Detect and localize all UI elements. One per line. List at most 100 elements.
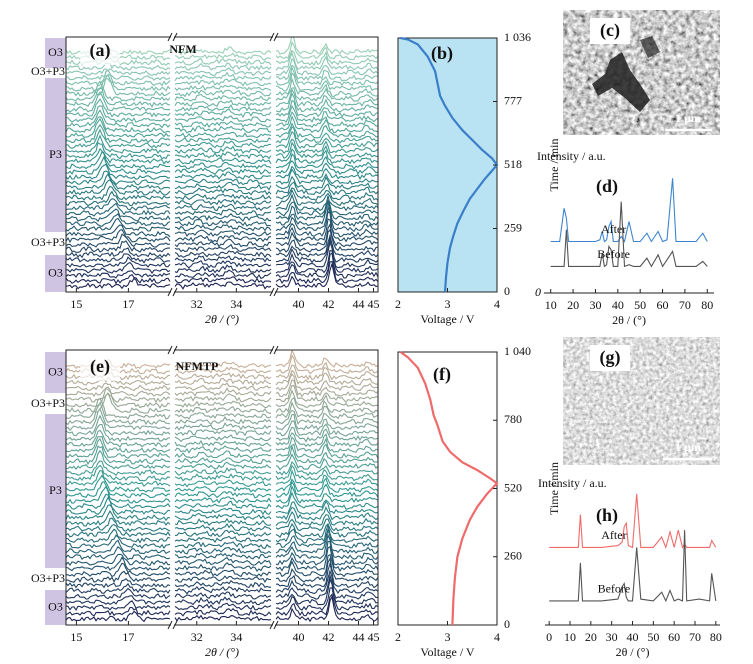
xrd-trace: [174, 151, 272, 160]
xrd-trace: [275, 37, 378, 56]
xrd-trace: [275, 484, 378, 504]
xrd-trace: [174, 405, 272, 414]
xrd-trace: [276, 153, 378, 170]
panel-label: (a): [90, 40, 111, 61]
xrd-trace: [275, 51, 378, 71]
line: [400, 36, 499, 293]
xrd-trace: [66, 595, 171, 606]
xrd-trace: [174, 219, 272, 227]
xrd-trace: [66, 150, 171, 170]
x-tick-label: 42: [323, 297, 335, 311]
xrd-trace: [66, 233, 171, 248]
phase-label: O3+P3: [31, 396, 65, 410]
xrd-trace: [174, 259, 272, 269]
xrd-trace: [276, 187, 378, 202]
xrd-trace: [66, 274, 171, 285]
xrd-trace: [174, 255, 272, 263]
xrd-trace: [275, 210, 378, 238]
xrd-trace: [174, 234, 272, 243]
xrd-trace: [66, 163, 171, 180]
xrd-trace: [275, 573, 378, 600]
xrd-trace: [275, 461, 378, 477]
spectrum-line: [549, 493, 717, 550]
xrd-trace: [174, 269, 272, 280]
xrd-trace: [275, 453, 378, 471]
xrd-trace: [174, 78, 272, 87]
x-tick-label: 20: [585, 630, 597, 644]
xrd-trace: [275, 148, 378, 165]
xrd-trace: [275, 594, 378, 623]
phase-box: [45, 78, 66, 232]
xrd-trace: [174, 541, 272, 550]
x-axis-title: 2θ / (°): [205, 312, 239, 326]
panel-title: NFMTP: [176, 359, 219, 373]
xrd-trace: [174, 366, 272, 375]
x-tick-label: 44: [353, 630, 365, 644]
xrd-trace: [174, 400, 272, 409]
xrd-trace: [174, 608, 272, 617]
xrd-trace: [276, 561, 378, 589]
xrd-trace: [174, 62, 272, 72]
xrd-trace: [174, 115, 272, 123]
xrd-trace: [174, 412, 272, 420]
xrd-trace: [174, 546, 272, 555]
xrd-trace: [174, 46, 272, 56]
xrd-trace: [174, 181, 272, 191]
xrd-trace: [66, 98, 171, 118]
xrd-trace: [66, 185, 171, 201]
y-tick-label: 777: [504, 93, 522, 107]
x-tick-label: 40: [627, 630, 639, 644]
xrd-trace: [66, 68, 171, 77]
line: [399, 351, 499, 626]
xrd-trace: [66, 469, 171, 488]
xrd-trace: [275, 477, 378, 493]
xrd-trace: [66, 401, 171, 426]
xrd-trace: [66, 570, 171, 583]
y-tick-label: 0: [504, 284, 510, 298]
label-box: [590, 18, 630, 44]
xrd-trace: [275, 491, 378, 510]
xrd-trace: [275, 545, 378, 573]
xrd-trace: [66, 228, 171, 244]
y-axis-title: Time / min: [547, 462, 561, 515]
xrd-trace: [275, 469, 378, 487]
xrd-trace: [275, 233, 378, 259]
panel-label: (g): [600, 347, 621, 368]
xrd-trace: [174, 243, 272, 253]
xrd-trace: [66, 587, 171, 600]
phase-box: [45, 38, 66, 68]
xrd-trace: [66, 582, 171, 594]
xrd-trace: [275, 188, 378, 207]
frame: [65, 36, 379, 293]
xrd-trace: [66, 382, 171, 392]
y-tick-label: 260: [504, 549, 522, 563]
xrd-trace: [66, 253, 171, 264]
xrd-trace: [174, 473, 272, 482]
panel-label: (f): [433, 364, 451, 385]
xrd-trace: [66, 69, 171, 92]
xrd-trace: [174, 361, 272, 370]
xrd-trace: [275, 126, 378, 144]
xrd-trace: [66, 610, 171, 623]
break-mark: [273, 345, 279, 355]
x-axis-title: Voltage / V: [420, 645, 475, 659]
xrd-trace: [174, 602, 272, 611]
xrd-trace: [174, 178, 272, 186]
xrd-trace: [66, 91, 170, 113]
xrd-trace: [174, 84, 272, 92]
xrd-trace: [275, 409, 378, 425]
xrd-trace: [66, 109, 171, 129]
xrd-trace: [66, 217, 171, 232]
break-mark: [269, 345, 275, 355]
axis-gap: [171, 35, 174, 294]
xrd-trace: [66, 553, 171, 567]
axis-gap: [273, 35, 275, 294]
xrd-trace: [174, 614, 272, 622]
phase-label: P3: [49, 147, 62, 161]
xrd-trace: [275, 252, 378, 279]
y-axis-title: Time / min: [547, 139, 561, 192]
break-mark: [273, 620, 279, 630]
xrd-trace: [275, 379, 378, 398]
xrd-trace: [66, 213, 171, 227]
phase-label: O3+P3: [31, 235, 65, 249]
